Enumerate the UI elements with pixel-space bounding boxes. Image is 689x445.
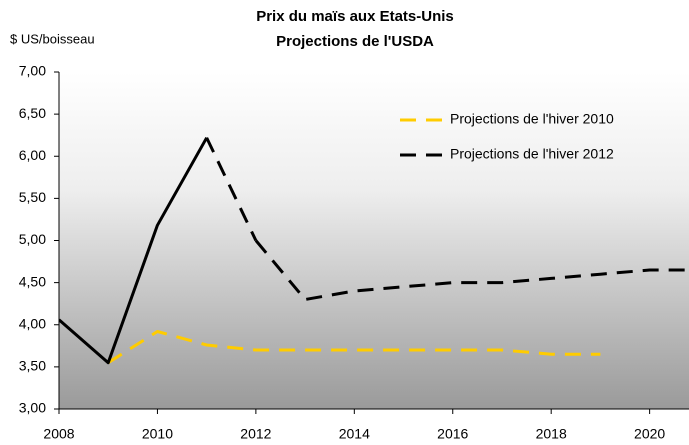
line-connector <box>205 137 258 242</box>
y-tick-label: 6,00 <box>19 147 46 163</box>
y-tick-label: 4,50 <box>19 273 46 289</box>
x-tick-label: 2008 <box>43 426 74 442</box>
legend-label: Projections de l'hiver 2010 <box>450 111 614 127</box>
x-tick-label: 2012 <box>240 426 271 442</box>
y-tick-label: 5,50 <box>19 189 46 205</box>
line <box>107 330 601 364</box>
y-tick-label: 4,00 <box>19 315 46 331</box>
x-tick-label: 2010 <box>142 426 173 442</box>
x-tick-label: 2020 <box>634 426 665 442</box>
x-tick-label: 2018 <box>536 426 567 442</box>
x-tick-label: 2016 <box>437 426 468 442</box>
plot-background <box>59 72 689 409</box>
x-tick-label: 2014 <box>339 426 370 442</box>
legend-label: Projections de l'hiver 2012 <box>450 146 614 162</box>
chart-title: Prix du maïs aux Etats-Unis <box>256 8 454 25</box>
y-tick-label: 5,00 <box>19 231 46 247</box>
line-solid <box>59 136 209 365</box>
y-tick-label: 3,50 <box>19 358 46 374</box>
y-tick-label: 3,00 <box>19 400 46 416</box>
y-axis-label: $ US/boisseau <box>10 31 95 46</box>
plot-area <box>59 136 689 365</box>
y-tick-label: 7,00 <box>19 63 46 79</box>
chart-subtitle: Projections de l'USDA <box>276 33 434 50</box>
line-dashed <box>254 239 689 301</box>
y-tick-label: 6,50 <box>19 105 46 121</box>
